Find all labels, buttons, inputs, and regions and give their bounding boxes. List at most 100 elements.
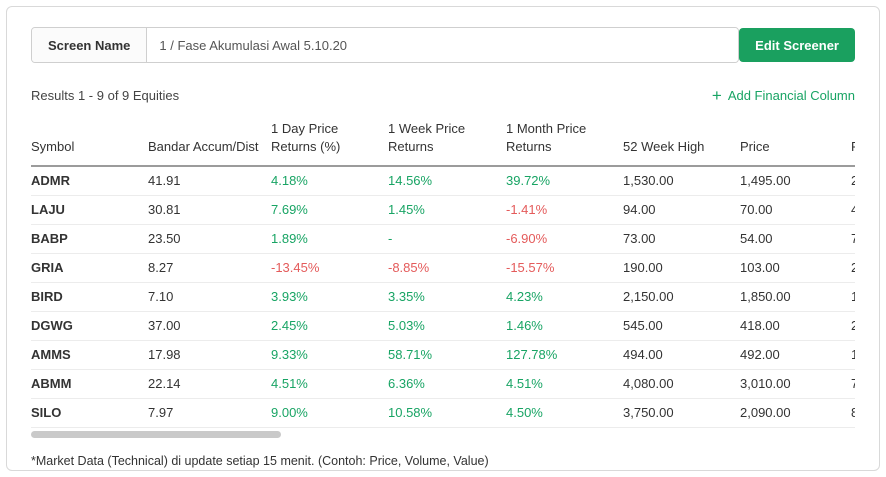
return-cell: -6.90%	[506, 224, 623, 255]
value-cell: 492.00	[740, 340, 851, 371]
value-cell: 4,080.00	[623, 369, 740, 400]
column-header: P	[851, 116, 855, 168]
value-cell: 7.10	[148, 282, 271, 313]
results-row: Results 1 - 9 of 9 Equities + Add Financ…	[31, 87, 855, 104]
table-row[interactable]: SILO 7.97 9.00% 10.58% 4.50% 3,750.00 2,090.00…	[31, 398, 855, 429]
column-header: Bandar Accum/Dist	[148, 116, 271, 168]
value-cell: 7	[851, 224, 855, 255]
footnote-market-data: *Market Data (Technical) di update setia…	[31, 454, 489, 469]
column-header: Price	[740, 116, 851, 168]
return-cell: 58.71%	[388, 340, 506, 371]
table-row[interactable]: GRIA 8.27 -13.45% -8.85% -15.57% 190.00 103.00…	[31, 253, 855, 284]
value-cell: 30.81	[148, 195, 271, 226]
value-cell: 70.00	[740, 195, 851, 226]
table-row[interactable]: ADMR 41.91 4.18% 14.56% 39.72% 1,530.00 1,495.…	[31, 166, 855, 197]
value-cell: 190.00	[623, 253, 740, 284]
column-header: 1 Month Price Returns	[506, 116, 623, 168]
return-cell: 7.69%	[271, 195, 388, 226]
symbol-cell: AMMS	[31, 340, 148, 371]
screen-name-input[interactable]	[147, 28, 739, 62]
return-cell: 2.45%	[271, 311, 388, 342]
symbol-cell: BABP	[31, 224, 148, 255]
value-cell: 3,750.00	[623, 398, 740, 429]
return-cell: 6.36%	[388, 369, 506, 400]
return-cell: 1.45%	[388, 195, 506, 226]
value-cell: 2	[851, 253, 855, 284]
add-financial-column-button[interactable]: + Add Financial Column	[712, 87, 855, 104]
value-cell: 2,150.00	[623, 282, 740, 313]
value-cell: 1	[851, 340, 855, 371]
equities-table: Symbol Bandar Accum/Dist 1 Day Price Retur…	[31, 116, 855, 429]
value-cell: 8.27	[148, 253, 271, 284]
return-cell: 10.58%	[388, 398, 506, 429]
return-cell: 14.56%	[388, 166, 506, 197]
value-cell: 94.00	[623, 195, 740, 226]
value-cell: 23.50	[148, 224, 271, 255]
return-cell: 4.50%	[506, 398, 623, 429]
return-cell: 3.35%	[388, 282, 506, 313]
edit-screener-button[interactable]: Edit Screener	[739, 28, 855, 62]
column-header: 52 Week High	[623, 116, 740, 168]
screener-header: Screen Name Edit Screener	[31, 27, 855, 63]
value-cell: 7.97	[148, 398, 271, 429]
return-cell: 1.46%	[506, 311, 623, 342]
horizontal-scrollbar-thumb[interactable]	[31, 431, 281, 439]
symbol-cell: ABMM	[31, 369, 148, 400]
column-header: 1 Week Price Returns	[388, 116, 506, 168]
symbol-cell: SILO	[31, 398, 148, 429]
value-cell: 1,850.00	[740, 282, 851, 313]
screener-panel: Screen Name Edit Screener Results 1 - 9 …	[6, 6, 880, 471]
value-cell: 103.00	[740, 253, 851, 284]
return-cell: 5.03%	[388, 311, 506, 342]
value-cell: 1	[851, 282, 855, 313]
return-cell: -15.57%	[506, 253, 623, 284]
value-cell: 2,090.00	[740, 398, 851, 429]
return-cell: 1.89%	[271, 224, 388, 255]
footnote-fundamental-data: *Fundamental Data di update setiap akhir…	[31, 470, 855, 471]
symbol-cell: DGWG	[31, 311, 148, 342]
table-row[interactable]: ABMM 22.14 4.51% 6.36% 4.51% 4,080.00 3,010.00…	[31, 369, 855, 400]
value-cell: 22.14	[148, 369, 271, 400]
value-cell: 17.98	[148, 340, 271, 371]
screen-name-group: Screen Name	[31, 27, 740, 63]
value-cell: 3,010.00	[740, 369, 851, 400]
return-cell: 9.00%	[271, 398, 388, 429]
value-cell: 494.00	[623, 340, 740, 371]
return-cell: -8.85%	[388, 253, 506, 284]
horizontal-scrollbar-track	[31, 431, 855, 439]
symbol-cell: ADMR	[31, 166, 148, 197]
return-cell: 3.93%	[271, 282, 388, 313]
return-cell: -	[388, 224, 506, 255]
return-cell: -1.41%	[506, 195, 623, 226]
add-financial-column-label: Add Financial Column	[727, 88, 855, 103]
value-cell: 8	[851, 398, 855, 429]
symbol-cell: LAJU	[31, 195, 148, 226]
return-cell: 4.51%	[506, 369, 623, 400]
value-cell: 545.00	[623, 311, 740, 342]
plus-icon: +	[711, 86, 722, 105]
symbol-cell: BIRD	[31, 282, 148, 313]
column-header: 1 Day Price Returns (%)	[271, 116, 388, 168]
table-header-row: Symbol Bandar Accum/Dist 1 Day Price Retur…	[31, 116, 855, 168]
results-summary: Results 1 - 9 of 9 Equities	[31, 88, 180, 103]
value-cell: 7	[851, 369, 855, 400]
value-cell: 37.00	[148, 311, 271, 342]
value-cell: 73.00	[623, 224, 740, 255]
value-cell: 2	[851, 311, 855, 342]
return-cell: 4.51%	[271, 369, 388, 400]
return-cell: 9.33%	[271, 340, 388, 371]
equities-table-wrap: Symbol Bandar Accum/Dist 1 Day Price Retur…	[31, 116, 855, 429]
symbol-cell: GRIA	[31, 253, 148, 284]
value-cell: 54.00	[740, 224, 851, 255]
value-cell: 1,530.00	[623, 166, 740, 197]
value-cell: 4	[851, 195, 855, 226]
value-cell: 2	[851, 166, 855, 197]
return-cell: 127.78%	[506, 340, 623, 371]
return-cell: 4.23%	[506, 282, 623, 313]
return-cell: 4.18%	[271, 166, 388, 197]
